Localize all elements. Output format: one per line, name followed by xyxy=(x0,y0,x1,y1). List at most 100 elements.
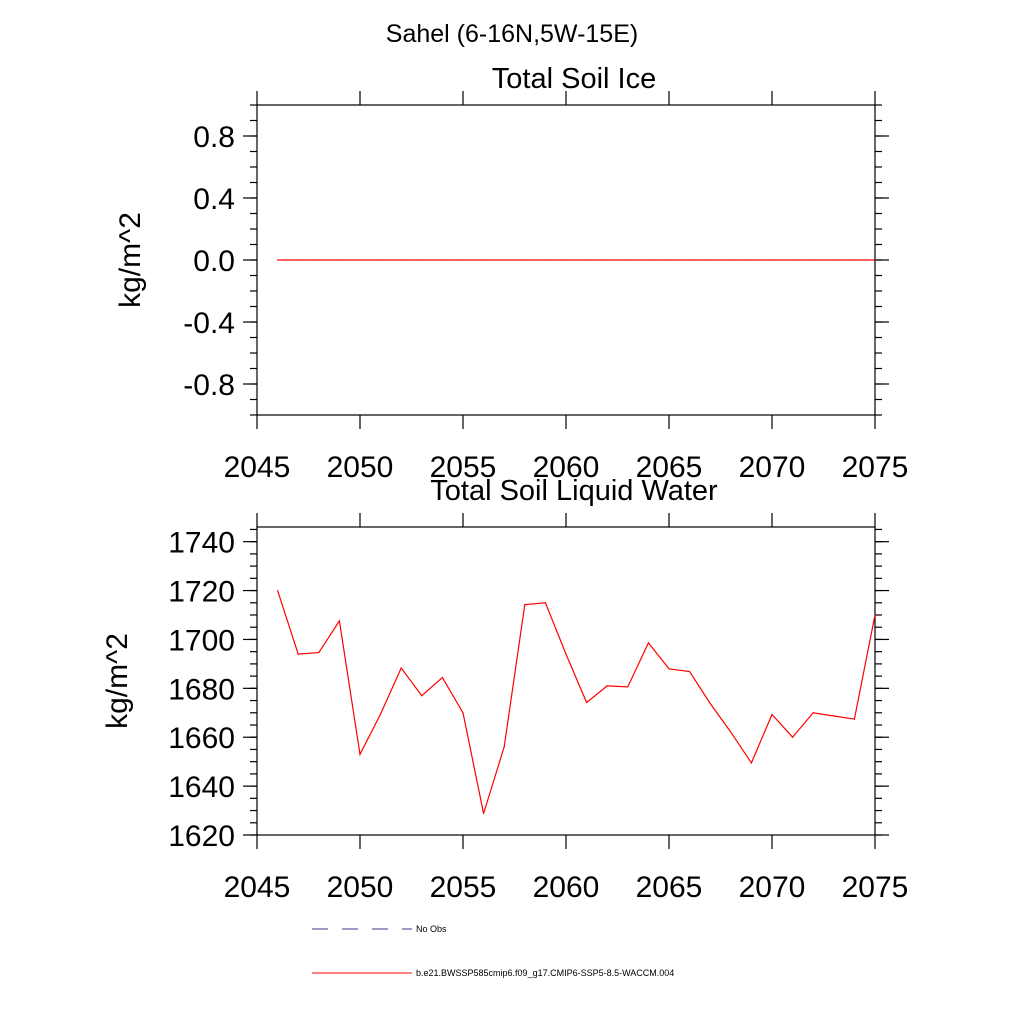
x-tick-label: 2075 xyxy=(842,871,909,904)
x-tick-label: 2055 xyxy=(430,871,497,904)
data-point xyxy=(380,259,382,261)
data-point xyxy=(318,652,320,654)
x-tick-label: 2075 xyxy=(842,451,909,484)
x-tick-label: 2055 xyxy=(430,451,497,484)
y-tick-label: 1700 xyxy=(168,624,235,657)
data-point xyxy=(771,713,773,716)
data-point xyxy=(750,762,753,764)
data-point xyxy=(441,259,443,261)
data-point xyxy=(421,259,423,261)
x-tick-label: 2070 xyxy=(739,871,806,904)
y-tick-label: 1620 xyxy=(168,820,235,853)
data-point xyxy=(338,259,340,261)
data-point xyxy=(833,715,835,717)
panel-title: Total Soil Ice xyxy=(492,63,656,95)
data-point xyxy=(277,589,279,592)
data-point xyxy=(853,718,856,720)
data-point xyxy=(709,259,711,261)
x-tick-label: 2045 xyxy=(224,871,291,904)
data-point xyxy=(792,736,794,738)
data-point xyxy=(524,604,526,606)
data-point xyxy=(771,259,773,261)
series-line xyxy=(277,590,876,814)
data-point xyxy=(750,259,753,261)
data-point xyxy=(318,259,320,261)
y-tick-label: 0.8 xyxy=(193,121,235,154)
x-tick-label: 2060 xyxy=(533,871,600,904)
data-point xyxy=(874,259,876,261)
data-point xyxy=(647,642,650,644)
panel-2: Total Soil Liquid Water 2045 2050 2055 2060 2… xyxy=(101,475,908,904)
data-point xyxy=(565,653,567,655)
y-tick-label: -0.4 xyxy=(183,307,235,340)
x-tick-label: 2065 xyxy=(636,451,703,484)
x-tick-label: 2045 xyxy=(224,451,291,484)
data-point xyxy=(730,731,732,733)
data-point xyxy=(668,668,670,670)
data-point xyxy=(400,667,402,669)
data-point xyxy=(400,259,402,261)
x-tick-label: 2050 xyxy=(327,871,394,904)
data-point xyxy=(359,753,361,755)
data-point xyxy=(833,259,835,261)
data-point xyxy=(627,259,629,261)
figure-title: Sahel (6-16N,5W-15E) xyxy=(386,20,638,48)
data-point xyxy=(297,259,299,261)
plot-frame xyxy=(256,526,876,836)
data-point xyxy=(462,712,464,714)
data-point xyxy=(709,702,711,705)
data-point xyxy=(297,653,299,655)
y-tick-label: 1740 xyxy=(168,527,235,560)
chart-panels: Total Soil Ice 2045 2050 2055 2060 2065 2070 20… xyxy=(101,63,908,904)
data-point xyxy=(441,676,443,679)
data-point xyxy=(503,259,505,261)
data-point xyxy=(812,259,814,261)
y-axis-title: kg/m^2 xyxy=(101,633,134,729)
legend: No Obs b.e21.BWSSP585cmip6.f09_g17.CMIP6-… xyxy=(312,924,674,978)
data-point xyxy=(730,259,732,261)
data-point xyxy=(338,620,340,622)
data-point xyxy=(689,670,691,673)
data-point xyxy=(586,259,588,261)
data-point xyxy=(544,259,547,261)
y-tick-label: 1680 xyxy=(168,673,235,706)
data-point xyxy=(483,812,485,815)
data-point xyxy=(874,614,876,616)
panel-1: Total Soil Ice 2045 2050 2055 2060 2065 2070 20… xyxy=(114,63,908,484)
data-point xyxy=(853,259,856,261)
y-tick-label: 1640 xyxy=(168,771,235,804)
data-point xyxy=(689,259,691,261)
data-point xyxy=(812,712,814,714)
data-point xyxy=(606,685,608,687)
x-tick-label: 2050 xyxy=(327,451,394,484)
data-point xyxy=(606,259,608,261)
x-tick-label: 2070 xyxy=(739,451,806,484)
legend-label: No Obs xyxy=(416,924,447,934)
legend-label: b.e21.BWSSP585cmip6.f09_g17.CMIP6-SSP5-8… xyxy=(416,968,674,978)
y-tick-label: 1720 xyxy=(168,576,235,609)
data-point xyxy=(277,259,279,261)
y-tick-label: 0.4 xyxy=(193,183,235,216)
data-point xyxy=(462,259,464,261)
data-point xyxy=(627,686,629,688)
y-tick-label: 0.0 xyxy=(193,245,235,278)
data-point xyxy=(544,602,547,604)
y-tick-label: 1660 xyxy=(168,722,235,755)
data-point xyxy=(565,259,567,261)
data-point xyxy=(483,259,485,261)
y-axis-title: kg/m^2 xyxy=(114,212,147,308)
data-point xyxy=(792,259,794,261)
x-tick-label: 2060 xyxy=(533,451,600,484)
data-point xyxy=(524,259,526,261)
data-point xyxy=(668,259,670,261)
x-tick-label: 2065 xyxy=(636,871,703,904)
y-tick-label: -0.8 xyxy=(183,369,235,402)
data-point xyxy=(359,259,361,261)
data-point xyxy=(647,259,650,261)
data-point xyxy=(586,701,588,704)
panel-title: Total Soil Liquid Water xyxy=(430,475,718,507)
data-point xyxy=(421,695,423,697)
data-point xyxy=(380,713,382,715)
data-point xyxy=(503,746,505,748)
